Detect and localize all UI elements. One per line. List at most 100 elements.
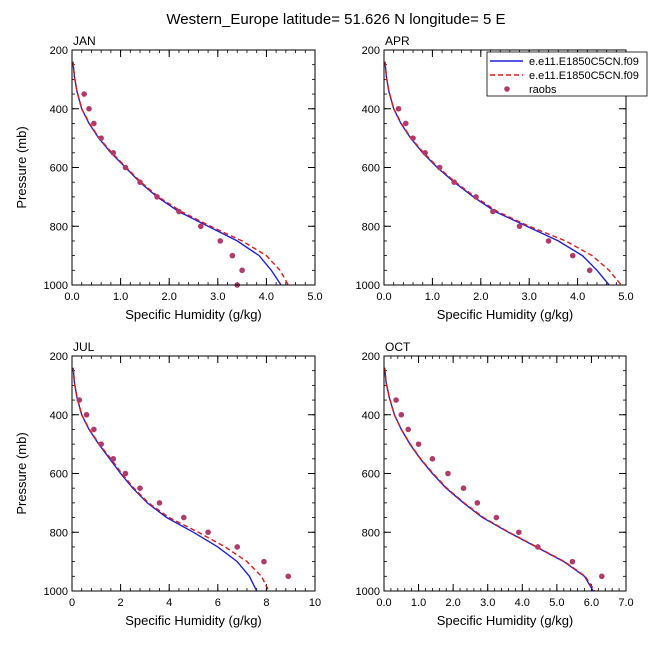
- y-tick-label: 800: [50, 527, 68, 539]
- solid-model-line: [72, 367, 258, 591]
- raobs-point: [402, 120, 409, 127]
- raobs-point: [98, 135, 104, 141]
- x-tick-label: 6.0: [584, 597, 599, 609]
- raobs-point: [197, 223, 204, 230]
- x-tick-label: 3.0: [480, 597, 495, 609]
- raobs-point: [91, 120, 97, 127]
- y-tick-label: 600: [50, 469, 68, 481]
- x-tick-label: 5.0: [618, 291, 633, 303]
- raobs-point: [122, 164, 129, 171]
- raobs-point: [229, 252, 236, 259]
- x-tick-label: 6: [215, 597, 221, 609]
- y-tick-label: 400: [50, 410, 68, 422]
- panel-oct: 0.0 1.0 2.0 3.0 4.0 5.0 6.0 7.0 200 400 600 800 1000…: [356, 340, 634, 628]
- x-tick-label: 4.0: [515, 597, 530, 609]
- legend-box: [486, 51, 648, 97]
- x-tick-label: 4.0: [259, 291, 274, 303]
- legend-label: e.e11.E1850C5CN.f09: [529, 70, 639, 82]
- y-axis-label: Pressure (mb): [14, 126, 29, 208]
- x-tick-label: 0.0: [376, 597, 391, 609]
- raobs-point: [436, 164, 443, 171]
- solid-model-line: [384, 61, 610, 285]
- raobs-point: [393, 397, 399, 403]
- raobs-point: [154, 194, 160, 200]
- x-tick-label: 0: [69, 597, 75, 609]
- panel-label: OCT: [385, 340, 411, 354]
- y-tick-label: 400: [362, 104, 380, 116]
- raobs-point: [451, 179, 457, 185]
- x-tick-label: 3.0: [210, 291, 225, 303]
- panel-label: JAN: [73, 34, 96, 48]
- panel-apr: 0.0 1.0 2.0 3.0 4.0 5.0 200 400 600 800 1000 APR Spe…: [356, 34, 634, 322]
- panel-jul: 0 2 4 6 8 10 200 400 600 800 1000 JUL Specific Humid…: [14, 340, 321, 628]
- panel-jan: 0.0 1.0 2.0 3.0 4.0 5.0 200 400 600 800 1000 JAN Spe…: [14, 34, 323, 322]
- legend: e.e11.E1850C5CN.f09 e.e11.E1850C5CN.f09 ra…: [486, 51, 648, 97]
- x-tick-label: 3.0: [522, 291, 537, 303]
- y-tick-label: 200: [50, 45, 68, 57]
- raobs-point: [493, 514, 500, 521]
- raobs-point: [410, 135, 416, 141]
- x-axis-label: Specific Humidity (g/kg): [125, 613, 262, 628]
- y-axis-label: Pressure (mb): [14, 432, 29, 514]
- panel-label: APR: [385, 34, 410, 48]
- y-tick-label: 1000: [356, 280, 380, 292]
- x-tick-label: 0.0: [64, 291, 79, 303]
- x-tick-label: 2.0: [473, 291, 488, 303]
- legend-label: raobs: [529, 84, 557, 96]
- raobs-point: [137, 179, 143, 185]
- raobs-point: [535, 544, 541, 550]
- x-tick-label: 0.0: [376, 291, 391, 303]
- raobs-point: [460, 485, 467, 491]
- plot-frame: [71, 49, 316, 286]
- raobs-point: [110, 456, 117, 462]
- raobs-point: [156, 500, 163, 506]
- y-tick-label: 400: [362, 410, 380, 422]
- y-tick-label: 800: [362, 221, 380, 233]
- x-tick-label: 1.0: [425, 291, 440, 303]
- raobs-point: [91, 426, 97, 433]
- x-tick-label: 2: [118, 597, 124, 609]
- panels: 0.0 1.0 2.0 3.0 4.0 5.0 200 400 600 800 1000 JAN Spe…: [14, 34, 634, 628]
- raobs-point: [261, 558, 267, 565]
- plot-frame: [383, 49, 627, 286]
- raobs-point: [83, 411, 90, 418]
- y-tick-label: 200: [362, 351, 380, 363]
- raobs-point: [422, 150, 428, 156]
- x-axis-label: Specific Humidity (g/kg): [125, 307, 262, 322]
- plot-frame: [71, 355, 316, 592]
- raobs-point: [395, 105, 402, 112]
- figure-title: Western_Europe latitude= 51.626 N longit…: [166, 11, 505, 28]
- y-tick-label: 200: [50, 351, 68, 363]
- dashed-model-line: [72, 61, 289, 285]
- raobs-point: [110, 150, 117, 156]
- raobs-point: [429, 456, 436, 462]
- raobs-point: [586, 267, 593, 274]
- raobs-point: [122, 470, 129, 477]
- x-tick-label: 7.0: [618, 597, 633, 609]
- y-tick-label: 800: [362, 527, 380, 539]
- raobs-point: [137, 485, 143, 491]
- raobs-point: [405, 426, 412, 433]
- legend-marker: [504, 86, 510, 92]
- raobs-point: [217, 238, 224, 244]
- panel-label: JUL: [73, 340, 95, 354]
- x-tick-label: 4: [166, 597, 172, 609]
- raobs-point: [516, 223, 523, 230]
- raobs-point: [180, 514, 187, 521]
- x-tick-label: 5.0: [307, 291, 322, 303]
- x-tick-label: 10: [309, 597, 321, 609]
- raobs-point: [398, 411, 405, 418]
- y-tick-label: 1000: [44, 586, 68, 598]
- x-tick-label: 8: [263, 597, 269, 609]
- raobs-point: [76, 397, 83, 403]
- raobs-point: [545, 238, 552, 244]
- raobs-point: [415, 441, 422, 447]
- y-tick-label: 600: [362, 469, 380, 481]
- x-tick-label: 1.0: [113, 291, 128, 303]
- raobs-point: [516, 529, 522, 536]
- x-tick-label: 5.0: [549, 597, 564, 609]
- y-tick-label: 600: [50, 163, 68, 175]
- raobs-point: [474, 500, 481, 506]
